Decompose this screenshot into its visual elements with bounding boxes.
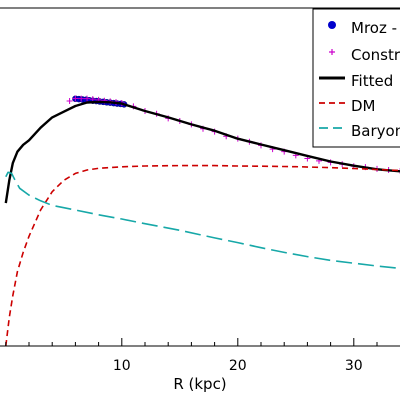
x-tick-label: 30: [345, 358, 363, 374]
legend-label-constr: Constr: [351, 46, 400, 64]
series-line-fitted: [4, 100, 400, 204]
x-tick-label: 10: [113, 358, 131, 374]
x-axis-tick-labels: 10 20 30: [113, 358, 363, 374]
plus-point: [72, 95, 79, 102]
legend-label-dm: DM: [351, 97, 376, 115]
x-axis-title: R (kpc): [173, 375, 226, 393]
x-tick-label: 20: [229, 358, 247, 374]
legend: Mroz - Constr Fitted DM Baryon: [312, 8, 400, 148]
plus-point: [84, 95, 90, 102]
plus-point: [66, 98, 73, 105]
x-axis-ticks: [5, 338, 378, 346]
series-layer: [4, 95, 400, 346]
legend-marker-plus: [329, 49, 335, 55]
legend-marker-circle: [328, 21, 336, 29]
legend-label-fitted: Fitted: [351, 72, 393, 90]
plus-point: [78, 95, 85, 102]
series-line-baryon: [5, 171, 400, 270]
legend-label-baryon: Baryon: [351, 122, 400, 140]
series-line-dm: [5, 164, 400, 346]
legend-label-mroz: Mroz -: [351, 19, 397, 37]
